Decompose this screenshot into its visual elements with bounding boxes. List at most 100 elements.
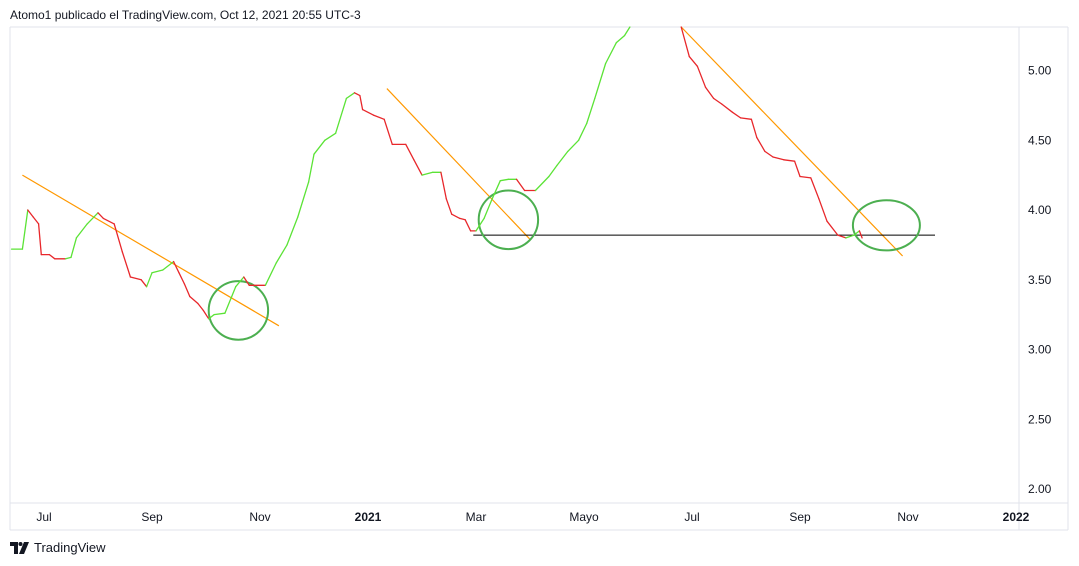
series-segment <box>48 253 56 260</box>
series-segment <box>421 171 434 176</box>
series-segment <box>213 312 226 316</box>
series-segment <box>145 272 153 288</box>
series-segment <box>680 26 690 58</box>
series-segment <box>696 65 707 88</box>
series-segment <box>853 230 861 236</box>
series-segment <box>334 97 348 134</box>
highlight-circle <box>851 199 921 252</box>
series-segment <box>121 251 132 278</box>
series-segment <box>837 234 847 239</box>
series-segment <box>731 111 742 119</box>
series-segment <box>97 212 105 220</box>
series-segment <box>286 216 299 246</box>
tradingview-logo-icon <box>10 541 29 554</box>
series-segment <box>499 178 510 182</box>
trendline <box>22 174 280 327</box>
series-segment <box>405 143 415 161</box>
series-segment <box>359 94 364 111</box>
series-segment <box>604 41 618 65</box>
series-segment <box>548 164 558 178</box>
x-tick-label: Jul <box>684 510 699 524</box>
series-segment <box>756 136 766 153</box>
series-segment <box>783 159 796 162</box>
series-segment <box>799 175 812 179</box>
series-segment <box>445 198 453 215</box>
y-tick-label: 3.50 <box>1028 273 1052 287</box>
series-segment <box>721 103 734 113</box>
series-segment <box>324 132 337 141</box>
series-segment <box>183 283 191 298</box>
y-tick-label: 2.50 <box>1028 412 1052 426</box>
series-segment <box>793 160 801 178</box>
series-segment <box>586 97 596 125</box>
series-segment <box>361 108 375 116</box>
series-segment <box>764 150 774 158</box>
series-segment <box>197 302 204 312</box>
series-segment <box>70 237 78 259</box>
series-segment <box>372 114 385 120</box>
y-tick-label: 3.00 <box>1028 343 1052 357</box>
series-segment <box>353 92 361 97</box>
x-tick-label: Jul <box>36 510 51 524</box>
series-segment <box>845 234 855 239</box>
chart-attribution: Atomo1 publicado el TradingView.com, Oct… <box>10 8 361 22</box>
series-segment <box>313 139 326 155</box>
price-series <box>10 26 863 320</box>
series-segment <box>440 171 447 200</box>
tradingview-brand-label: TradingView <box>34 540 106 555</box>
time-axis: Jul Sep Nov 2021 Mar Mayo Jul Sep Nov 2022 <box>36 510 1029 524</box>
series-segment <box>594 62 607 100</box>
series-segment <box>113 223 123 253</box>
series-segment <box>75 223 88 239</box>
series-segment <box>224 286 237 314</box>
series-segment <box>27 209 34 218</box>
series-segment <box>32 216 40 225</box>
series-segment <box>750 118 758 139</box>
series-segment <box>459 217 466 221</box>
x-tick-label: Mar <box>466 510 487 524</box>
series-segment <box>413 159 423 176</box>
series-segment <box>688 55 699 67</box>
chart-annotations <box>22 26 935 341</box>
series-segment <box>858 230 863 239</box>
tradingview-branding[interactable]: TradingView <box>10 540 106 555</box>
series-segment <box>37 223 42 256</box>
series-segment <box>235 276 245 288</box>
x-tick-label: 2022 <box>1003 510 1030 524</box>
series-segment <box>739 117 753 120</box>
series-segment <box>307 153 315 183</box>
y-tick-label: 2.00 <box>1028 482 1052 496</box>
series-segment <box>208 313 215 320</box>
x-tick-label: Nov <box>897 510 918 524</box>
highlight-circle <box>207 280 270 341</box>
y-tick-label: 5.00 <box>1028 64 1052 78</box>
series-segment <box>64 256 72 260</box>
series-segment <box>140 279 148 288</box>
y-tick-label: 4.00 <box>1028 203 1052 217</box>
series-segment <box>151 269 164 274</box>
x-tick-label: Sep <box>789 510 811 524</box>
series-segment <box>297 181 310 218</box>
series-segment <box>810 177 820 200</box>
highlight-circle <box>477 189 540 251</box>
series-segment <box>129 276 142 281</box>
series-segment <box>451 213 461 220</box>
series-segment <box>712 97 723 105</box>
trendline <box>680 26 904 257</box>
series-segment <box>615 34 626 44</box>
series-segment <box>86 212 99 225</box>
series-segment <box>704 86 715 100</box>
series-segment <box>243 276 250 286</box>
x-tick-label: 2021 <box>355 510 382 524</box>
series-segment <box>826 220 839 236</box>
series-segment <box>264 262 277 286</box>
series-segment <box>483 198 493 220</box>
series-segment <box>556 150 569 167</box>
series-segment <box>189 295 199 305</box>
series-segment <box>534 175 550 192</box>
series-segment <box>464 219 472 232</box>
series-segment <box>178 272 186 285</box>
price-axis: 2.00 2.50 3.00 3.50 4.00 4.50 5.00 <box>1028 64 1052 497</box>
x-tick-label: Nov <box>249 510 270 524</box>
